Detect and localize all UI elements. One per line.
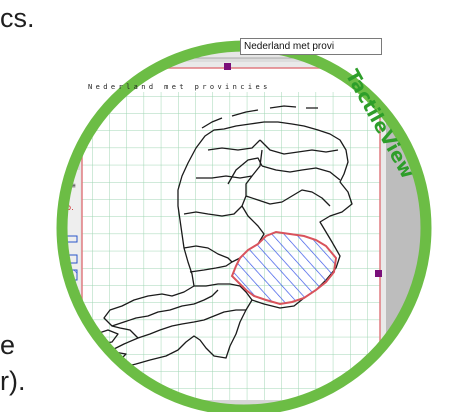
rectangle-icon[interactable] <box>46 236 58 245</box>
book-icon[interactable] <box>152 39 160 52</box>
print-icon[interactable] <box>208 19 220 29</box>
background-text-bottom-1: e <box>0 330 16 360</box>
find-icon[interactable] <box>226 19 237 29</box>
line-tool-icon[interactable] <box>46 220 58 230</box>
colors-icon[interactable] <box>45 160 49 170</box>
page-icon[interactable] <box>46 122 57 135</box>
map-select-input[interactable]: Nederland met provi <box>240 38 382 55</box>
gift-icon[interactable] <box>162 40 172 51</box>
folder-icon[interactable] <box>172 18 184 30</box>
dotted-line-icon[interactable] <box>46 252 58 261</box>
magnifier-icon[interactable] <box>47 141 57 151</box>
background-text-bottom-2: r). <box>0 366 26 396</box>
scroll-area <box>386 62 426 410</box>
braille-icon[interactable]: b. <box>66 203 74 212</box>
save-icon[interactable] <box>190 18 201 30</box>
select-icon[interactable] <box>46 104 58 116</box>
selection-handle-top[interactable] <box>224 63 231 70</box>
document-title: Nederland met provincies <box>88 83 271 91</box>
fill-icon[interactable] <box>176 40 189 52</box>
toolbar-top-row <box>40 20 454 34</box>
text-tool-icon[interactable]: DQ <box>122 43 137 53</box>
netherlands-map <box>91 105 353 373</box>
background-text-top: cs. <box>0 3 35 33</box>
selection-handle-right[interactable] <box>375 270 382 277</box>
pen-side-icon[interactable] <box>44 200 58 214</box>
highlighted-province[interactable] <box>230 230 338 306</box>
hatch-icon[interactable] <box>46 268 58 278</box>
line-style-icon[interactable]: ≡? <box>45 182 53 190</box>
